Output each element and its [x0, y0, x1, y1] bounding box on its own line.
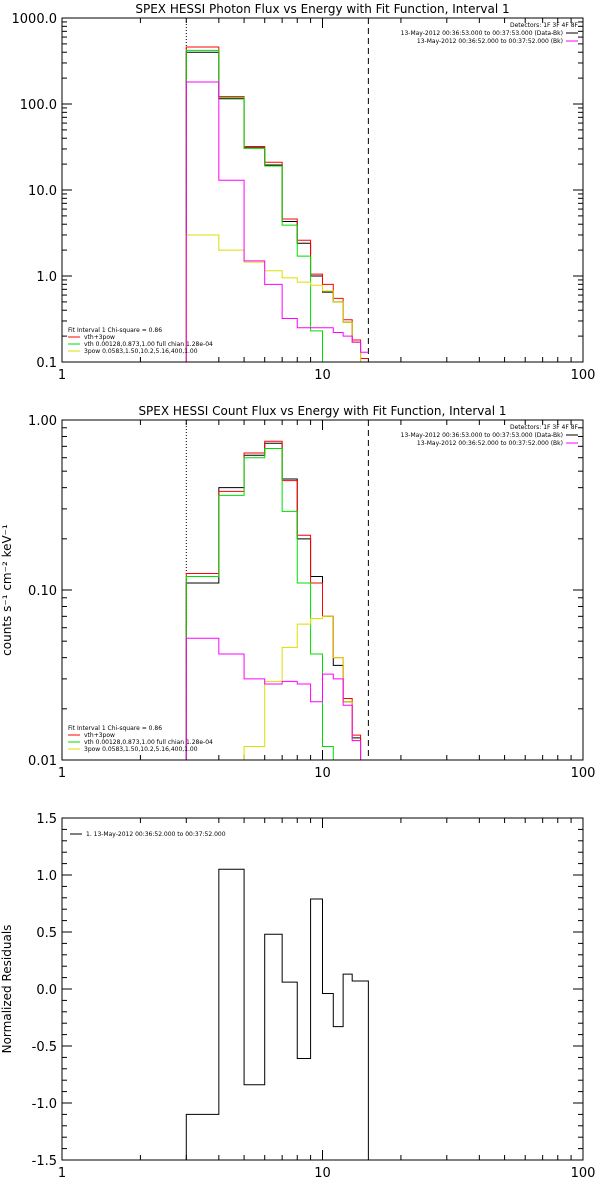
y-tick-label: -1.5	[32, 1154, 57, 1169]
y-tick-label: -0.5	[32, 1040, 57, 1055]
series-line-3pow	[185, 234, 369, 362]
series-line-data-bk	[185, 442, 362, 760]
chart-panel-1: SPEX HESSI Photon Flux vs Energy with Fi…	[12, 2, 596, 383]
x-tick-label: 100	[571, 1166, 596, 1181]
legend-bottom-entry: 3pow 0.0583,1.50,10.2,5.16,400,1.00	[84, 746, 198, 753]
y-tick-label: 10.0	[28, 184, 57, 199]
legend-top-entry: 13-May-2012 00:36:53.000 to 00:37:53.000…	[401, 432, 563, 439]
chart-panel-2: SPEX HESSI Count Flux vs Energy with Fit…	[0, 404, 596, 781]
y-tick-label: -1.0	[32, 1097, 57, 1112]
series-group	[185, 868, 369, 1160]
chart-title: SPEX HESSI Photon Flux vs Energy with Fi…	[135, 2, 509, 16]
y-tick-label: 0.5	[36, 926, 57, 941]
y-tick-label: 1.00	[28, 414, 57, 429]
x-tick-label: 100	[571, 766, 596, 781]
series-line-vth	[185, 447, 334, 760]
plot-frame	[61, 817, 584, 1161]
x-tick-label: 1	[58, 1166, 66, 1181]
legend-bottom-entry: 3pow 0.0583,1.50,10.2,5.16,400,1.00	[84, 348, 198, 355]
y-tick-label: 0.10	[28, 584, 57, 599]
y-tick-label: 1.5	[36, 812, 57, 827]
series-group	[185, 46, 369, 362]
y-tick-label: 0.01	[28, 754, 57, 769]
legend-bottom-title: Fit Interval 1 Chi-square = 0.86	[68, 327, 162, 334]
series-line-vth-3pow	[185, 46, 369, 362]
y-tick-label: 1.0	[36, 270, 57, 285]
y-tick-label: 100.0	[20, 98, 57, 113]
legend-bottom-entry: vth 0.00128,0.873,1.00 full chian 1.28e-…	[84, 341, 213, 348]
legend-bottom-entry: vth+3pow	[84, 732, 115, 739]
plot-frame	[61, 419, 584, 761]
series-line-bk	[185, 637, 362, 760]
x-tick-label: 10	[314, 368, 331, 383]
series-line-bk	[185, 81, 369, 362]
series-line-1-13-may-2012-00-36-52-000-to-00-37-52-000	[185, 868, 369, 1160]
y-axis-label: counts s⁻¹ cm⁻² keV⁻¹	[0, 524, 14, 656]
series-line-data-bk	[185, 51, 369, 362]
legend-top-entry: 13-May-2012 00:36:52.000 to 00:37:52.000…	[417, 38, 563, 45]
x-tick-label: 100	[571, 368, 596, 383]
legend-bottom-title: Fit Interval 1 Chi-square = 0.86	[68, 725, 162, 732]
legend-top-entry: 13-May-2012 00:36:52.000 to 00:37:52.000…	[417, 440, 563, 447]
y-tick-label: 1000.0	[12, 12, 58, 27]
series-group	[185, 440, 362, 760]
x-tick-label: 1	[58, 368, 66, 383]
x-tick-label: 1	[58, 766, 66, 781]
series-line-vth	[185, 49, 323, 362]
x-tick-label: 10	[314, 766, 331, 781]
legend-bottom-entry: vth+3pow	[84, 334, 115, 341]
y-tick-label: 1.0	[36, 869, 57, 884]
y-tick-label: 0.1	[36, 356, 57, 371]
series-line-vth-3pow	[185, 440, 362, 760]
y-tick-label: 0.0	[36, 983, 57, 998]
chart-title: SPEX HESSI Count Flux vs Energy with Fit…	[138, 404, 506, 418]
x-tick-label: 10	[314, 1166, 331, 1181]
chart-panel-3: Normalized Residuals 1 10 100 -1.5 -1.0 -0.5 0.…	[0, 812, 595, 1181]
legend-bottom-entry: vth 0.00128,0.873,1.00 full chian 1.28e-…	[84, 739, 213, 746]
legend-top-entry: Detectors: 1F 3F 4F 8F	[510, 424, 579, 431]
y-axis-label: Normalized Residuals	[0, 925, 14, 1054]
plot-frame	[61, 17, 584, 363]
legend-entry: 1. 13-May-2012 00:36:52.000 to 00:37:52.…	[86, 831, 226, 838]
legend-top-entry: Detectors: 1F 3F 4F 8F	[510, 22, 579, 29]
series-line-3pow	[243, 615, 362, 760]
legend-top-entry: 13-May-2012 00:36:53.000 to 00:37:53.000…	[401, 30, 563, 37]
